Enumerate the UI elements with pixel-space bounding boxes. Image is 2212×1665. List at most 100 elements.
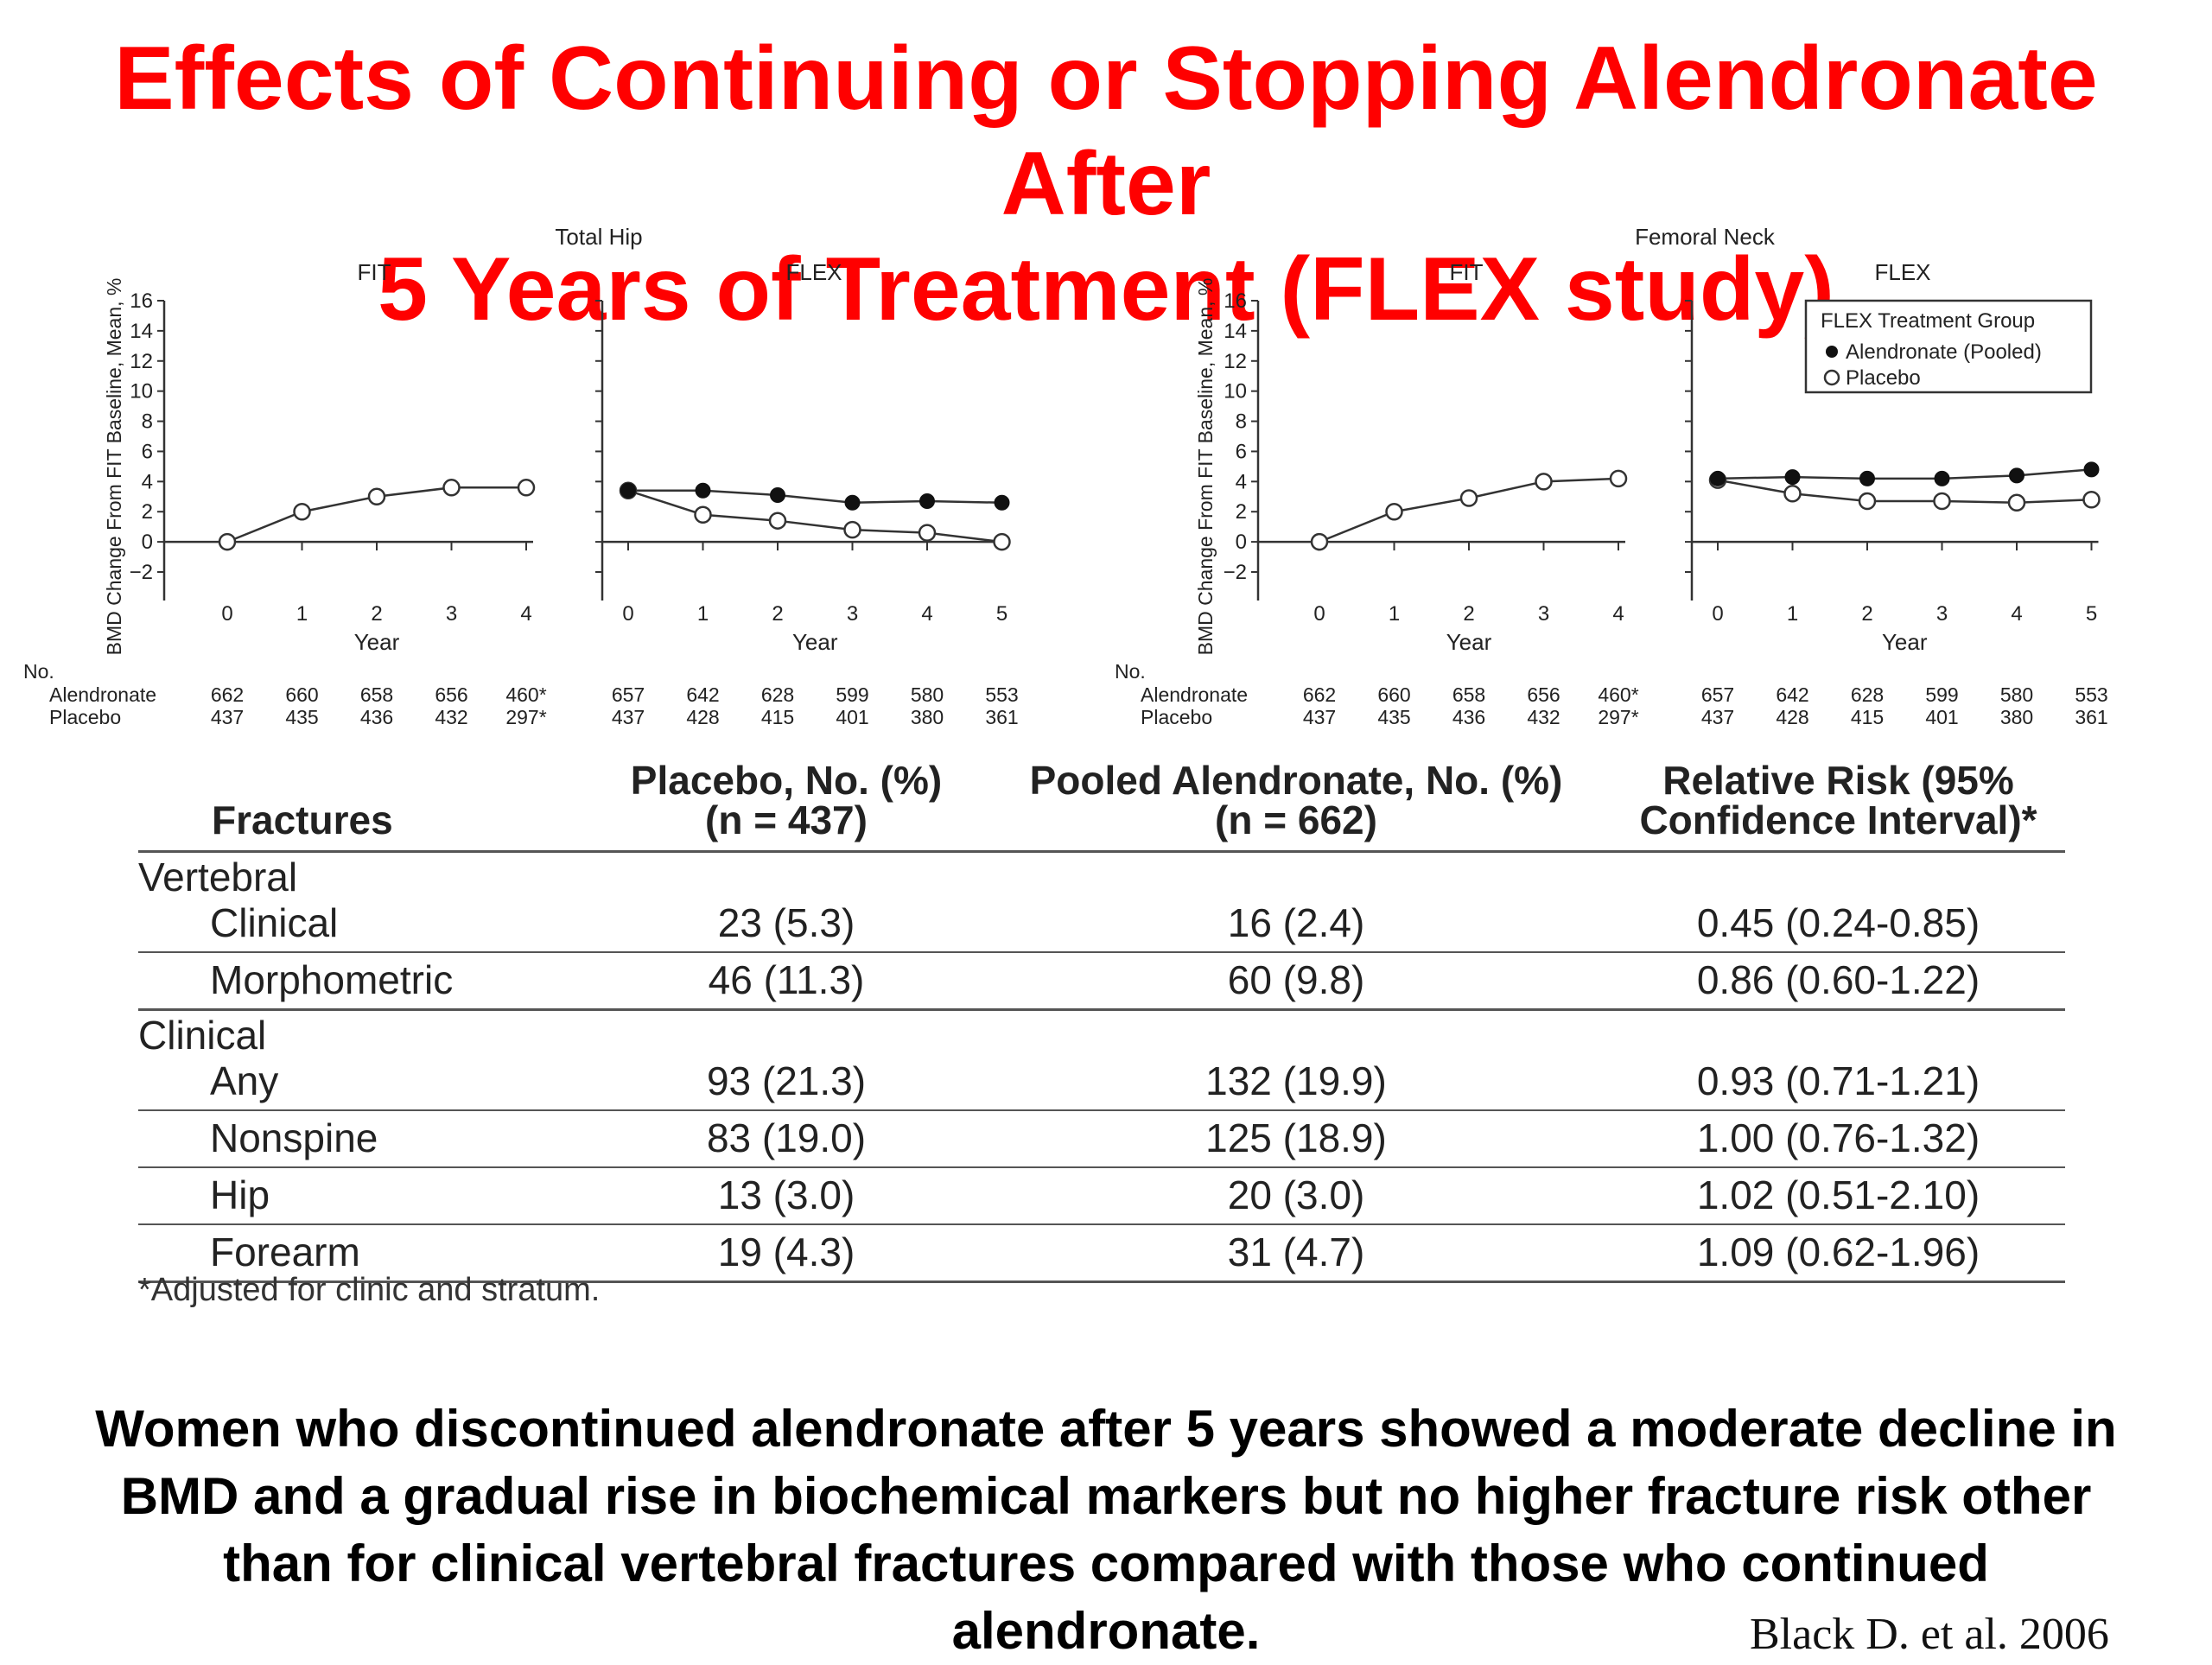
x-tick-label: 1 (1787, 602, 1798, 626)
header-relative-risk: Relative Risk (95% Confidence Interval)* (1611, 760, 2065, 853)
x-axis-label: Year (1446, 629, 1492, 655)
x-tick-label: 5 (2086, 602, 2097, 626)
x-tick-label: 0 (622, 602, 633, 626)
row-label: Nonspine (138, 1110, 592, 1168)
numbers-value: 657 (1701, 683, 1734, 706)
series-line (1319, 477, 1619, 543)
header-placebo: Placebo, No. (%) (n = 437) (592, 760, 981, 853)
numbers-row-label: Alendronate (1141, 683, 1248, 706)
numbers-value: 642 (1776, 683, 1808, 706)
slide-title: Effects of Continuing or Stopping Alendr… (0, 26, 2212, 342)
table-row: Morphometric 46 (11.3) 60 (9.8) 0.86 (0.… (138, 952, 2065, 1011)
numbers-value: 580 (911, 683, 944, 706)
data-point-alendronate (2083, 461, 2100, 478)
series-line (1717, 479, 2092, 505)
y-tick-label: 16 (130, 289, 153, 313)
table-group-row: Clinical (138, 1010, 2065, 1055)
header-alendronate: Pooled Alendronate, No. (%) (n = 662) (981, 760, 1611, 853)
alendronate-cell: 31 (4.7) (981, 1224, 1611, 1283)
y-tick-label: 12 (1224, 350, 1247, 373)
data-point-alendronate (994, 494, 1010, 511)
data-point-alendronate (620, 482, 636, 499)
numbers-value: 662 (211, 683, 244, 706)
rr-cell: 1.09 (0.62-1.96) (1611, 1224, 2065, 1283)
section-title: Total Hip (555, 224, 642, 250)
table-group-row: Vertebral (138, 852, 2065, 897)
placebo-cell: 23 (5.3) (592, 896, 981, 953)
numbers-value: 361 (985, 706, 1018, 728)
numbers-value: 580 (2000, 683, 2033, 706)
citation: Black D. et al. 2006 (1750, 1610, 2109, 1659)
alendronate-cell: 60 (9.8) (981, 952, 1611, 1011)
y-tick-label: 14 (1224, 320, 1247, 343)
numbers-value: 628 (761, 683, 794, 706)
x-tick-label: 1 (296, 602, 308, 626)
rr-cell: 0.45 (0.24-0.85) (1611, 896, 2065, 953)
numbers-value: 297* (1598, 706, 1638, 728)
legend-entry-placebo: Placebo (1846, 366, 1921, 390)
x-axis-label: Year (354, 629, 400, 655)
numbers-value: 437 (1701, 706, 1734, 728)
numbers-value: 656 (435, 683, 467, 706)
placebo-cell: 93 (21.3) (592, 1054, 981, 1111)
numbers-row-label: Placebo (1141, 706, 1212, 728)
data-point-placebo (1858, 492, 1877, 511)
y-tick-label: 8 (1236, 410, 1247, 434)
table-row: Hip 13 (3.0) 20 (3.0) 1.02 (0.51-2.10) (138, 1167, 2065, 1225)
data-point-placebo (1783, 485, 1802, 503)
x-tick-label: 1 (1389, 602, 1400, 626)
numbers-value: 432 (435, 706, 467, 728)
legend-marker-alendronate (1826, 346, 1838, 358)
conclusion-line-2: BMD and a gradual rise in biochemical ma… (120, 1467, 2092, 1525)
group-label-vertebral: Vertebral (138, 855, 298, 899)
numbers-value: 415 (1851, 706, 1884, 728)
placebo-cell: 46 (11.3) (592, 952, 981, 1011)
numbers-value: 380 (911, 706, 944, 728)
panel-title: FIT (1450, 259, 1484, 285)
x-tick-label: 2 (1861, 602, 1872, 626)
numbers-value: 437 (211, 706, 244, 728)
data-point-placebo (1459, 489, 1478, 507)
data-point-placebo (1535, 473, 1553, 491)
data-point-placebo (1310, 532, 1329, 551)
numbers-value: 642 (686, 683, 719, 706)
numbers-value: 436 (360, 706, 393, 728)
data-point-alendronate (1859, 470, 1875, 486)
numbers-value: 460* (1598, 683, 1638, 706)
data-point-alendronate (844, 494, 861, 511)
series-line (627, 489, 1002, 543)
table-header-row: Fractures Placebo, No. (%) (n = 437) Pool… (138, 760, 2065, 853)
numbers-value: 435 (1377, 706, 1410, 728)
legend-box (1804, 299, 2093, 394)
alendronate-cell: 16 (2.4) (981, 896, 1611, 953)
y-tick-label: 0 (142, 531, 153, 554)
y-tick-label: 6 (1236, 440, 1247, 463)
y-tick-label: 8 (142, 410, 153, 434)
series-line (628, 489, 1002, 505)
fracture-table: Fractures Placebo, No. (%) (n = 437) Pool… (138, 760, 2065, 1283)
data-point-placebo (218, 532, 237, 551)
data-point-placebo (1609, 469, 1628, 488)
placebo-cell: 19 (4.3) (592, 1224, 981, 1283)
data-point-alendronate (2009, 467, 2024, 484)
numbers-value: 401 (1925, 706, 1958, 728)
x-tick-label: 4 (2011, 602, 2022, 626)
title-line-1: Effects of Continuing or Stopping Alendr… (114, 29, 2098, 234)
numbers-label: No. (1115, 660, 1146, 683)
alendronate-cell: 20 (3.0) (981, 1167, 1611, 1225)
data-point-alendronate (1934, 470, 1950, 486)
numbers-value: 432 (1527, 706, 1560, 728)
rr-cell: 0.86 (0.60-1.22) (1611, 952, 2065, 1011)
numbers-value: 428 (1776, 706, 1808, 728)
row-label: Hip (138, 1167, 592, 1225)
numbers-value: 361 (2075, 706, 2107, 728)
data-point-placebo (1385, 502, 1403, 521)
y-tick-label: 14 (130, 320, 153, 343)
data-point-placebo (1933, 492, 1951, 511)
header-fractures: Fractures (138, 760, 592, 853)
legend-entry-alendronate: Alendronate (Pooled) (1846, 340, 2042, 364)
rr-cell: 1.00 (0.76-1.32) (1611, 1110, 2065, 1168)
numbers-value: 415 (761, 706, 794, 728)
numbers-value: 380 (2000, 706, 2033, 728)
